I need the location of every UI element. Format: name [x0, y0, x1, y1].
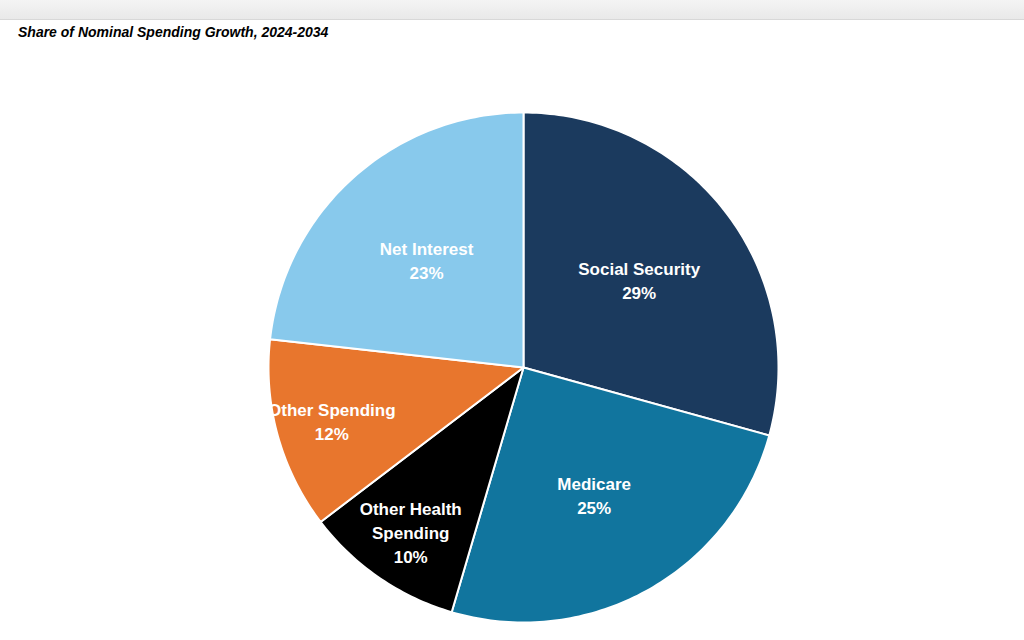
- html-text:Share of Nominal Spending Grow: Share of Nominal Spending Growth, 2024-2…: [18, 24, 329, 40]
- svg-text:Net Interest23%: Net Interest23%: [380, 240, 474, 283]
- svg-text:Social Security29%: Social Security29%: [578, 260, 700, 303]
- svg-text:Medicare25%: Medicare25%: [557, 475, 631, 518]
- svg-text:Other Spending12%: Other Spending12%: [268, 401, 396, 444]
- svg-text:Other HealthSpending10%: Other HealthSpending10%: [360, 500, 462, 567]
